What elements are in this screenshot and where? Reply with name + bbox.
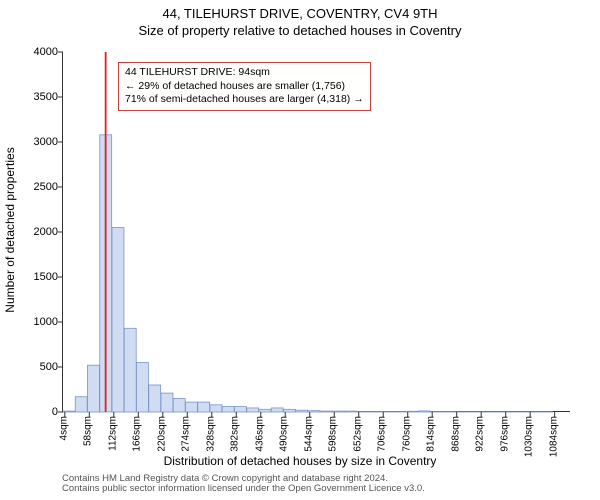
x-tick-label: 58sqm [83, 416, 94, 446]
y-tick-label: 0 [52, 406, 58, 418]
histogram-bar [271, 408, 283, 412]
x-tick-label: 1084sqm [548, 416, 559, 457]
histogram-bar [87, 365, 99, 412]
histogram-bar [259, 409, 271, 412]
title-subtitle: Size of property relative to detached ho… [0, 23, 600, 38]
y-tick-label: 1000 [34, 316, 58, 328]
x-axis-label: Distribution of detached houses by size … [0, 454, 600, 468]
x-tick-label: 1030sqm [524, 416, 535, 457]
x-tick-label: 328sqm [205, 416, 216, 452]
histogram-bar [418, 411, 430, 412]
histogram-bar [332, 411, 344, 412]
x-tick-label: 868sqm [450, 416, 461, 452]
x-tick-label: 382sqm [230, 416, 241, 452]
histogram-bar [136, 363, 148, 413]
footer-line-1: Contains HM Land Registry data © Crown c… [62, 473, 388, 484]
x-tick-label: 436sqm [254, 416, 265, 452]
x-tick-label: 220sqm [156, 416, 167, 452]
x-tick-label: 544sqm [303, 416, 314, 452]
x-tick-label: 490sqm [279, 416, 290, 452]
y-tick-label: 500 [40, 361, 58, 373]
y-tick-label: 3000 [34, 136, 58, 148]
footer-caption: Contains HM Land Registry data © Crown c… [62, 474, 425, 495]
x-tick-label: 976sqm [499, 416, 510, 452]
y-tick-label: 2500 [34, 181, 58, 193]
histogram-bar [161, 393, 173, 412]
x-tick-label: 4sqm [58, 416, 69, 440]
histogram-bar [345, 411, 357, 412]
callout-line-2: ← 29% of detached houses are smaller (1,… [125, 80, 364, 94]
x-tick-label: 112sqm [107, 416, 118, 451]
histogram-bar [296, 410, 308, 412]
histogram-bar [308, 411, 320, 412]
callout-line-1: 44 TILEHURST DRIVE: 94sqm [125, 66, 364, 80]
histogram-bar [234, 407, 246, 412]
x-tick-label: 274sqm [181, 416, 192, 452]
x-tick-label: 814sqm [426, 416, 437, 452]
histogram-bar [149, 385, 161, 412]
figure-container: 44, TILEHURST DRIVE, COVENTRY, CV4 9TH S… [0, 0, 600, 500]
y-tick-label: 4000 [34, 46, 58, 58]
footer-line-2: Contains public sector information licen… [62, 483, 425, 494]
y-axis-label: Number of detached properties [3, 147, 17, 312]
x-tick-label: 760sqm [401, 416, 412, 452]
histogram-bar [63, 411, 75, 412]
histogram-bar [283, 409, 295, 412]
histogram-bar [222, 407, 234, 412]
y-tick-label: 2000 [34, 226, 58, 238]
histogram-bar [124, 328, 136, 412]
histogram-bar [320, 411, 332, 412]
callout-box: 44 TILEHURST DRIVE: 94sqm ← 29% of detac… [118, 62, 371, 111]
x-tick-label: 166sqm [132, 416, 143, 452]
histogram-bar [112, 228, 124, 413]
histogram-bar [198, 402, 210, 412]
x-tick-label: 598sqm [328, 416, 339, 452]
histogram-bar [247, 408, 259, 412]
x-tick-label: 706sqm [377, 416, 388, 452]
x-tick-label: 922sqm [475, 416, 486, 452]
histogram-bar [75, 397, 87, 412]
y-tick-label: 1500 [34, 271, 58, 283]
x-tick-label: 652sqm [352, 416, 363, 452]
callout-line-3: 71% of semi-detached houses are larger (… [125, 93, 364, 107]
histogram-bar [210, 405, 222, 412]
histogram-bar [185, 402, 197, 412]
title-address: 44, TILEHURST DRIVE, COVENTRY, CV4 9TH [0, 0, 600, 21]
histogram-bar [406, 411, 418, 412]
histogram-bar [173, 399, 185, 413]
y-tick-label: 3500 [34, 91, 58, 103]
